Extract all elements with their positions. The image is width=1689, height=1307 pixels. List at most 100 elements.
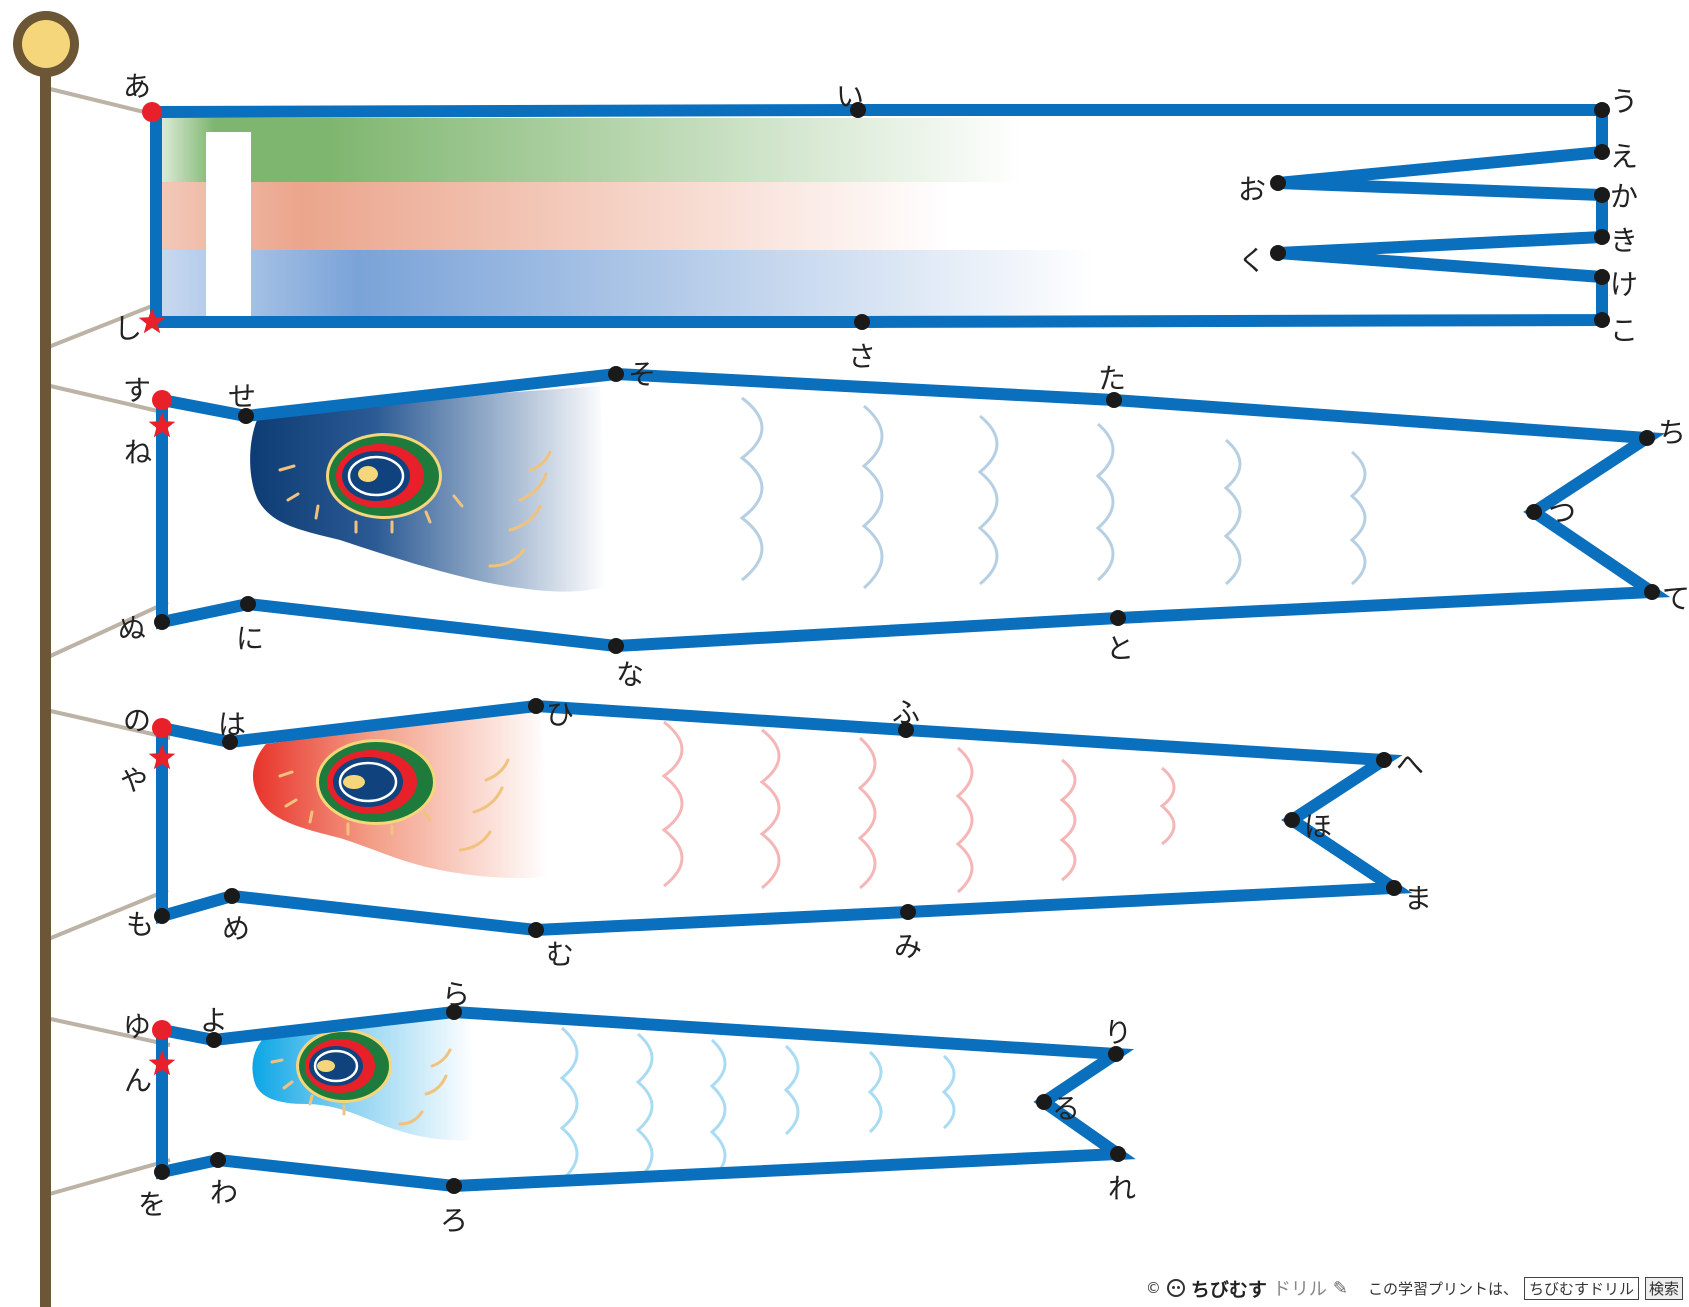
point-label-carp_black-9: に — [236, 622, 264, 655]
dots-layer — [138, 102, 1660, 1194]
point-label-carp_red-11: や — [120, 764, 148, 797]
point-label-carp_red-5: ほ — [1304, 810, 1332, 843]
point-dot-carp_small-8 — [154, 1164, 170, 1180]
carp-small — [156, 1005, 1136, 1193]
carp-black — [156, 367, 1671, 653]
point-label-streamer-1: い — [836, 80, 864, 113]
point-dot-carp_black-5 — [1526, 504, 1542, 520]
point-label-carp_black-8: な — [616, 658, 644, 691]
point-dot-carp_red-5 — [1284, 812, 1300, 828]
point-dot-streamer-2 — [1594, 102, 1610, 118]
end-star-carp_red — [148, 744, 176, 770]
point-dot-carp_small-3 — [1108, 1046, 1124, 1062]
point-dot-streamer-9 — [1594, 312, 1610, 328]
point-label-carp_small-7: わ — [210, 1176, 238, 1209]
point-dot-carp_red-3 — [898, 722, 914, 738]
point-label-streamer-8: け — [1610, 268, 1638, 301]
point-label-carp_red-8: む — [546, 938, 574, 971]
search-box[interactable]: ちびむすドリル — [1523, 1276, 1639, 1300]
point-label-carp_small-0: ゆ — [123, 1010, 151, 1043]
point-dot-carp_red-10 — [154, 908, 170, 924]
point-label-carp_black-1: せ — [228, 380, 256, 413]
point-label-streamer-10: さ — [848, 340, 876, 373]
point-dot-carp_small-6 — [446, 1178, 462, 1194]
point-dot-carp_red-8 — [528, 922, 544, 938]
point-label-carp_red-2: ひ — [546, 698, 574, 731]
carp-red — [156, 699, 1413, 937]
pencil-icon: ✎ — [1332, 1277, 1348, 1299]
point-dot-carp_black-2 — [608, 366, 624, 382]
end-star-carp_black — [148, 412, 176, 438]
point-label-streamer-9: こ — [1610, 314, 1638, 347]
point-dot-carp_red-1 — [222, 734, 238, 750]
point-label-streamer-11: し — [114, 312, 142, 345]
point-label-carp_small-2: ら — [442, 978, 470, 1011]
point-label-carp_red-7: み — [894, 930, 922, 963]
flag-pole — [40, 70, 51, 1307]
point-label-carp_red-9: め — [222, 912, 250, 945]
start-dot-carp_small-0 — [152, 1020, 172, 1040]
start-dot-streamer-0 — [142, 102, 162, 122]
point-dot-carp_small-5 — [1110, 1146, 1126, 1162]
point-dot-carp_black-9 — [240, 596, 256, 612]
point-label-carp_black-4: ち — [1658, 416, 1686, 449]
point-label-carp_red-3: ふ — [892, 696, 920, 729]
point-label-streamer-2: う — [1610, 85, 1638, 118]
point-label-carp_black-6: て — [1662, 582, 1689, 615]
point-dot-streamer-1 — [850, 102, 866, 118]
point-label-carp_red-10: も — [126, 908, 154, 941]
point-dot-carp_red-9 — [224, 888, 240, 904]
point-label-carp_small-5: れ — [1108, 1172, 1136, 1205]
point-label-carp_small-8: を — [138, 1188, 166, 1221]
point-dot-carp_small-2 — [446, 1004, 462, 1020]
point-dot-carp_small-4 — [1036, 1094, 1052, 1110]
point-label-carp_black-11: ね — [124, 436, 152, 469]
point-label-carp_black-7: と — [1106, 632, 1134, 665]
point-label-carp_small-3: り — [1104, 1016, 1132, 1049]
point-dot-carp_small-1 — [206, 1032, 222, 1048]
point-label-carp_red-4: へ — [1396, 748, 1424, 781]
point-label-carp_small-9: ん — [124, 1064, 152, 1097]
point-label-streamer-5: か — [1610, 180, 1638, 213]
point-dot-carp_red-4 — [1376, 752, 1392, 768]
point-label-carp_small-6: ろ — [440, 1204, 468, 1237]
point-dot-carp_red-2 — [528, 698, 544, 714]
point-label-carp_black-0: す — [123, 374, 151, 407]
streamer — [150, 104, 1608, 328]
point-dot-carp_red-7 — [900, 904, 916, 920]
copyright-mark: © — [1145, 1279, 1161, 1297]
point-dot-carp_small-7 — [210, 1152, 226, 1168]
point-dot-streamer-4 — [1270, 175, 1286, 191]
point-label-carp_red-6: ま — [1404, 882, 1432, 915]
point-label-carp_red-0: の — [123, 704, 151, 737]
point-dot-carp_black-3 — [1106, 392, 1122, 408]
footer-message: この学習プリントは、 — [1367, 1279, 1518, 1298]
point-dot-streamer-5 — [1594, 187, 1610, 203]
mascot-icon — [1166, 1279, 1185, 1297]
point-label-carp_small-4: る — [1052, 1092, 1080, 1125]
end-star-carp_small — [148, 1050, 176, 1076]
pole-cap-ball — [22, 20, 70, 68]
start-dot-carp_black-0 — [152, 390, 172, 410]
point-label-streamer-6: き — [1610, 224, 1638, 257]
end-star-streamer — [138, 308, 166, 334]
point-dot-carp_black-6 — [1644, 584, 1660, 600]
point-dot-carp_black-7 — [1110, 610, 1126, 626]
point-label-carp_red-1: は — [218, 708, 246, 741]
point-label-streamer-0: あ — [123, 70, 151, 103]
point-dot-carp_black-1 — [238, 408, 254, 424]
point-label-carp_small-1: よ — [200, 1004, 228, 1037]
point-label-carp_black-5: つ — [1548, 496, 1576, 529]
point-dot-carp_black-4 — [1639, 430, 1655, 446]
point-dot-streamer-10 — [854, 314, 870, 330]
streamer-white-band — [206, 132, 251, 316]
brand-sub: ドリル — [1272, 1279, 1327, 1300]
search-button[interactable]: 検索 — [1644, 1276, 1683, 1300]
point-dot-streamer-6 — [1594, 229, 1610, 245]
point-dot-streamer-3 — [1594, 144, 1610, 160]
footer: © ちびむす ドリル ✎ この学習プリントは、 ちびむすドリル 検索 — [1146, 1275, 1683, 1301]
ropes — [45, 86, 171, 1197]
point-dot-streamer-8 — [1594, 269, 1610, 285]
point-label-carp_black-2: そ — [628, 358, 656, 391]
